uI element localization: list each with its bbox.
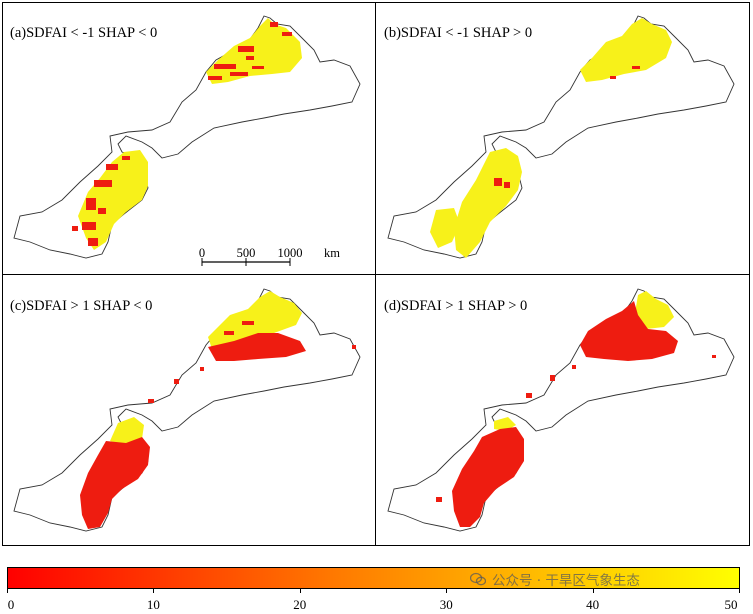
colorbar-tick-mark [153, 589, 154, 593]
colorbar-tick-label: 0 [8, 597, 15, 613]
colorbar-tick-mark [7, 589, 8, 593]
region-outline [14, 16, 360, 258]
scale-tick-500: 500 [237, 246, 256, 260]
region-outline [388, 289, 734, 531]
colorbar-tick-mark [739, 589, 740, 593]
colorbar-tick-label: 40 [586, 597, 599, 613]
colorbar-tick-mark [300, 589, 301, 593]
panel-d: (d)SDFAI > 1 SHAP > 0 [376, 275, 750, 547]
colorbar-tick-mark [446, 589, 447, 593]
watermark: 公众号 · 干旱区气象生态 [470, 570, 640, 588]
region-outline [14, 289, 360, 531]
colorbar-tick-label: 20 [293, 597, 306, 613]
colorbar-tick-mark [593, 589, 594, 593]
panel-a: 0 500 1000 km (a)SDFAI < -1 SHAP < 0 [2, 2, 376, 274]
scale-tick-0: 0 [199, 246, 205, 260]
wechat-icon [470, 572, 486, 586]
red-zone [452, 427, 524, 527]
panel-divider-horizontal [2, 274, 750, 275]
panel-d-label: (d)SDFAI > 1 SHAP > 0 [384, 298, 527, 315]
panel-c-map [2, 275, 376, 547]
panel-c: (c)SDFAI > 1 SHAP < 0 [2, 275, 376, 547]
scale-unit: km [324, 246, 340, 260]
panel-c-label: (c)SDFAI > 1 SHAP < 0 [10, 298, 152, 315]
watermark-text: 公众号 · 干旱区气象生态 [492, 569, 640, 589]
colorbar-tick-label: 10 [147, 597, 160, 613]
panel-b: (b)SDFAI < -1 SHAP > 0 [376, 2, 750, 274]
panel-b-label: (b)SDFAI < -1 SHAP > 0 [384, 25, 532, 42]
panel-b-map [376, 2, 750, 274]
colorbar-tick-label: 30 [440, 597, 453, 613]
panel-a-map: 0 500 1000 km [2, 2, 376, 274]
scale-tick-1000: 1000 [278, 246, 303, 260]
figure: 0 500 1000 km (a)SDFAI < -1 SHAP < 0 (b)… [0, 0, 753, 614]
colorbar-tick-label: 50 [725, 597, 738, 613]
scale-bar: 0 500 1000 km [199, 246, 340, 266]
panel-d-map [376, 275, 750, 547]
panel-a-label: (a)SDFAI < -1 SHAP < 0 [10, 25, 157, 42]
